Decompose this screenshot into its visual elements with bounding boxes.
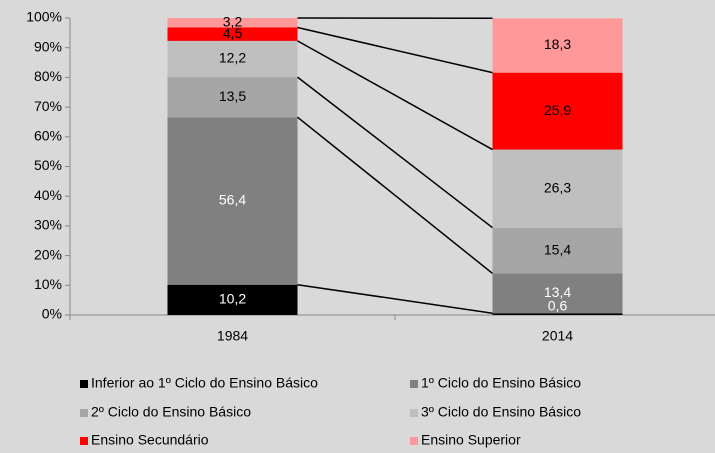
y-tick-label: 10% xyxy=(34,276,62,292)
bar-segment xyxy=(492,313,623,315)
data-label: 13,4 xyxy=(544,284,571,300)
bar-segment xyxy=(492,72,623,150)
bar-segment xyxy=(167,77,298,118)
y-tick-label: 90% xyxy=(34,38,62,54)
data-label: 25,9 xyxy=(544,102,571,118)
bar-segment xyxy=(492,273,623,314)
legend-label: 2º Ciclo do Ensino Básico xyxy=(91,404,251,420)
legend-label: 1º Ciclo do Ensino Básico xyxy=(421,375,581,391)
data-label: 13,5 xyxy=(219,88,246,104)
bar-segment xyxy=(167,40,298,78)
y-tick-label: 20% xyxy=(34,246,62,262)
legend-label: Ensino Secundário xyxy=(91,432,209,448)
legend-label: Inferior ao 1º Ciclo do Ensino Básico xyxy=(91,375,318,391)
connector-line xyxy=(297,76,493,229)
bar-segment xyxy=(167,27,298,41)
connector-line xyxy=(297,26,493,74)
y-tick-label: 30% xyxy=(34,217,62,233)
bar-segment xyxy=(492,227,623,274)
legend-swatch xyxy=(80,409,88,417)
legend-swatch xyxy=(410,409,418,417)
connector-line xyxy=(297,283,493,314)
legend-swatch xyxy=(410,380,418,388)
data-label: 26,3 xyxy=(544,179,571,195)
legend-swatch xyxy=(80,437,88,445)
legend-swatch xyxy=(410,437,418,445)
bar-segment xyxy=(167,18,298,28)
data-label: 56,4 xyxy=(219,192,246,208)
x-tick-label: 2014 xyxy=(542,328,573,344)
y-tick-label: 100% xyxy=(26,9,62,25)
y-tick-label: 40% xyxy=(34,187,62,203)
data-label: 15,4 xyxy=(544,241,571,257)
bar-segment xyxy=(492,149,623,228)
data-label: 4,5 xyxy=(223,25,243,41)
y-tick-label: 50% xyxy=(34,157,62,173)
legend-label: Ensino Superior xyxy=(421,432,521,448)
bar-segment xyxy=(492,18,623,73)
x-tick-label: 1984 xyxy=(217,328,248,344)
bar-segment xyxy=(167,284,298,315)
legend-label: 3º Ciclo do Ensino Básico xyxy=(421,404,581,420)
connector-line xyxy=(297,116,493,275)
legend-swatch xyxy=(80,380,88,388)
data-label: 12,2 xyxy=(219,50,246,66)
data-label: 10,2 xyxy=(219,291,246,307)
connector-line xyxy=(297,40,493,151)
y-tick-label: 80% xyxy=(34,68,62,84)
y-tick-label: 0% xyxy=(42,306,62,322)
data-label: 18,3 xyxy=(544,36,571,52)
y-tick-label: 60% xyxy=(34,128,62,144)
data-label: 3,2 xyxy=(223,13,243,29)
y-tick-label: 70% xyxy=(34,98,62,114)
data-label: 0,6 xyxy=(548,298,568,314)
bar-segment xyxy=(167,117,298,285)
